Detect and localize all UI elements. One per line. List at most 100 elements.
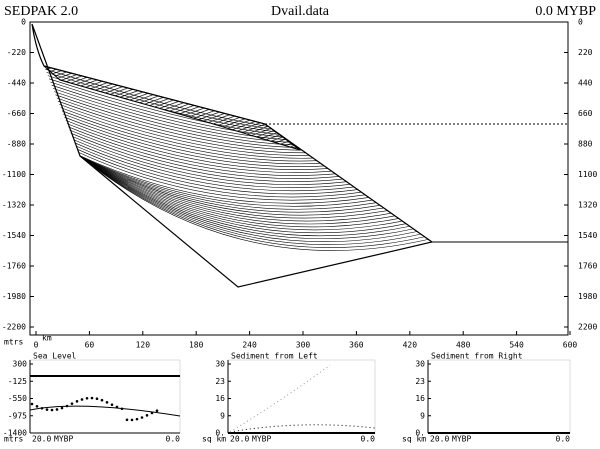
sea-level-dot xyxy=(125,418,129,422)
panel-y-label: 30 xyxy=(415,360,425,369)
sea-level-dot xyxy=(110,403,114,406)
strata-line xyxy=(61,110,317,162)
strata-line xyxy=(66,123,332,173)
strata-line xyxy=(57,100,306,154)
depth-unit: mtrs xyxy=(4,338,23,347)
panel-y-label: -975 xyxy=(8,411,27,420)
sea-level-dot xyxy=(80,398,84,401)
right-depth-label: 1760 xyxy=(578,262,597,271)
strata-line xyxy=(47,75,277,133)
strata-line xyxy=(46,72,273,130)
depth-label: -1320 xyxy=(2,201,26,210)
panel-x-end: 0.0 xyxy=(361,435,376,444)
right-depth-label: 440 xyxy=(578,79,593,88)
distance-label: 600 xyxy=(563,341,578,350)
app-title: SEDPAK 2.0 xyxy=(4,4,78,19)
strata-line xyxy=(59,104,310,156)
strata-line xyxy=(75,145,358,195)
panel-x-unit: MYBP xyxy=(54,435,73,444)
panel-y-label: 300 xyxy=(13,360,28,369)
strata-line xyxy=(74,142,355,192)
sea-level-dot xyxy=(55,408,59,411)
panel-x-unit: MYBP xyxy=(452,435,471,444)
sea-level-dot xyxy=(40,407,44,410)
sea-level-dot xyxy=(150,411,154,415)
sea-level-dot xyxy=(75,400,79,403)
sea-level-dot xyxy=(30,402,34,406)
strata-line xyxy=(79,155,373,207)
depth-label: -1100 xyxy=(2,170,26,179)
right-depth-label: 0 xyxy=(578,18,583,27)
sea-level-dot xyxy=(100,398,104,402)
sea-level-dot xyxy=(140,416,144,419)
panel-x-end: 0.0 xyxy=(556,435,571,444)
right-depth-label: 1100 xyxy=(578,170,597,179)
panel-y-label: 0. xyxy=(215,429,225,438)
strata-line xyxy=(78,152,366,201)
sea-level-dot xyxy=(65,404,69,408)
strata-line xyxy=(79,155,395,225)
strata-line xyxy=(79,155,414,240)
sea-level-dot xyxy=(145,414,149,417)
depth-label: -1980 xyxy=(2,292,26,301)
panel-x-start: 20.0 xyxy=(230,435,249,444)
right-depth-label: 220 xyxy=(578,48,593,57)
strata-line xyxy=(63,113,321,165)
strata-line xyxy=(64,116,325,168)
right-depth-label: 1320 xyxy=(578,201,597,210)
distance-unit: km xyxy=(42,334,52,343)
strata-line xyxy=(79,155,410,237)
sea-level-dot xyxy=(95,397,99,400)
strata-line xyxy=(56,97,303,151)
strata-line xyxy=(65,120,329,170)
depth-label: -220 xyxy=(7,48,26,57)
sea-level-dot xyxy=(90,396,94,400)
strata-line xyxy=(79,155,418,243)
panel-y-label: 16 xyxy=(415,394,425,403)
strata-line xyxy=(54,91,295,146)
strata-line xyxy=(73,139,351,188)
panel-y-label: 23 xyxy=(215,377,225,386)
strata-line xyxy=(79,155,384,216)
panel-y-label: 16 xyxy=(215,394,225,403)
depth-label: -660 xyxy=(7,109,26,118)
cross-section xyxy=(31,23,434,288)
panel-x-start: 20.0 xyxy=(32,435,51,444)
strata-line xyxy=(69,129,340,179)
depth-label: -1540 xyxy=(2,231,26,240)
distance-label: 540 xyxy=(509,341,524,350)
strata-line xyxy=(50,81,284,138)
panel-y-unit: sq km xyxy=(402,435,426,444)
sea-level-dot xyxy=(60,406,64,410)
file-name: Dvail.data xyxy=(271,4,330,19)
panel-title: Sediment from Left xyxy=(231,352,318,361)
distance-label: 480 xyxy=(456,341,471,350)
right-depth-label: 880 xyxy=(578,140,593,149)
panel-x-end: 0.0 xyxy=(166,435,181,444)
strata-line xyxy=(60,107,314,159)
depth-label: -1760 xyxy=(2,262,26,271)
panel-title: Sediment from Right xyxy=(431,352,523,361)
strata-line xyxy=(70,132,343,182)
right-depth-label: 1540 xyxy=(578,231,597,240)
distance-label: 360 xyxy=(349,341,364,350)
strata-line xyxy=(68,126,336,176)
panel-y-label: -1400 xyxy=(3,429,27,438)
strata-line xyxy=(79,155,399,228)
upper-hatch xyxy=(43,65,301,151)
strata-line xyxy=(79,155,421,245)
panel-y-label: 9 xyxy=(420,411,425,420)
panel-y-unit: sq km xyxy=(202,435,226,444)
sea-level-dot xyxy=(130,418,134,422)
sea-level-dot xyxy=(45,408,49,411)
strata-line xyxy=(79,155,407,234)
strata-line xyxy=(79,155,392,222)
sea-level-dot xyxy=(70,402,74,405)
panel-y-label: 0. xyxy=(415,429,425,438)
depth-label: -440 xyxy=(7,79,26,88)
strata-line xyxy=(79,155,425,248)
distance-label: 60 xyxy=(85,341,95,350)
distance-label: 120 xyxy=(136,341,151,350)
sea-level-dot xyxy=(135,417,139,421)
